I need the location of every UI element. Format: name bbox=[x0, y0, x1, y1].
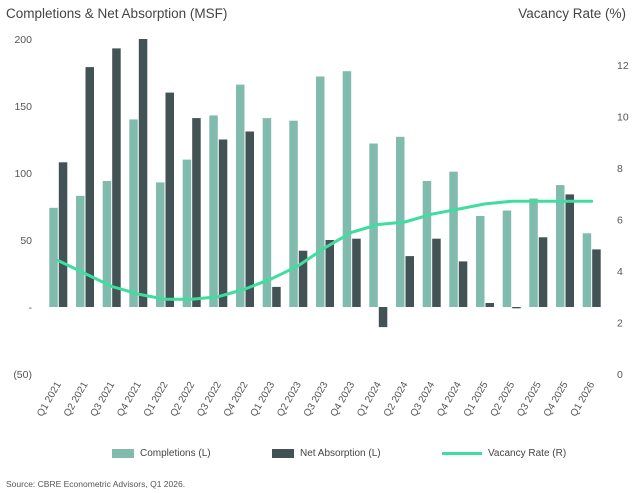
right-tick-label: 2 bbox=[617, 317, 623, 329]
legend-net-absorption: Net Absorption (L) bbox=[272, 448, 381, 459]
x-tick-label: Q1 2022 bbox=[142, 380, 171, 419]
left-axis-title: Completions & Net Absorption (MSF) bbox=[6, 6, 228, 21]
completions-bar bbox=[129, 119, 138, 308]
right-tick-label: 12 bbox=[617, 60, 629, 72]
left-tick-label: 200 bbox=[14, 34, 32, 46]
completions-bar bbox=[156, 182, 165, 307]
net-absorption-bar bbox=[325, 240, 334, 307]
net-absorption-bar bbox=[58, 162, 68, 307]
completions-bar bbox=[102, 181, 112, 307]
net-absorption-bar bbox=[112, 48, 121, 308]
net-absorption-bar bbox=[512, 307, 521, 309]
net-absorption-bar bbox=[298, 250, 308, 307]
right-tick-label: 0 bbox=[617, 369, 623, 381]
left-tick-label: (50) bbox=[13, 369, 32, 381]
right-tick-label: 10 bbox=[617, 111, 629, 123]
completions-bar bbox=[262, 118, 272, 307]
right-tick-label: 6 bbox=[617, 214, 623, 226]
source-note: Source: CBRE Econometric Advisors, Q1 20… bbox=[6, 479, 186, 489]
net-absorption-bar bbox=[565, 194, 574, 307]
net-absorption-bar bbox=[138, 39, 148, 307]
left-tick-label: 50 bbox=[20, 235, 32, 247]
completions-bar bbox=[49, 207, 58, 307]
x-tick-label: Q2 2025 bbox=[489, 380, 518, 419]
x-tick-label: Q1 2024 bbox=[355, 380, 384, 419]
legend-completions: Completions (L) bbox=[112, 448, 211, 459]
legend: Completions (L) Net Absorption (L) Vacan… bbox=[0, 448, 640, 462]
completions-bar bbox=[236, 84, 245, 307]
right-tick-label: 8 bbox=[617, 163, 623, 175]
x-tick-label: Q1 2021 bbox=[35, 380, 64, 419]
completions-bar bbox=[529, 198, 538, 307]
left-tick-label: 150 bbox=[14, 101, 32, 113]
net-absorption-bar bbox=[272, 286, 281, 307]
x-tick-label: Q4 2025 bbox=[542, 380, 571, 419]
x-tick-label: Q2 2024 bbox=[382, 380, 411, 419]
x-tick-label: Q4 2024 bbox=[435, 380, 464, 419]
net-absorption-bar bbox=[378, 307, 388, 328]
legend-vacancy-rate: Vacancy Rate (R) bbox=[442, 448, 566, 459]
net-absorption-bar bbox=[405, 256, 414, 307]
net-absorption-bar bbox=[592, 249, 601, 307]
right-axis-title: Vacancy Rate (%) bbox=[518, 6, 626, 21]
net-absorption-bar bbox=[245, 131, 254, 307]
completions-bar bbox=[342, 71, 352, 307]
x-tick-label: Q4 2022 bbox=[222, 380, 251, 419]
net-absorption-bar bbox=[458, 261, 468, 307]
completions-bar bbox=[556, 185, 565, 307]
net-absorption-bar bbox=[192, 118, 201, 307]
x-tick-label: Q2 2022 bbox=[169, 380, 198, 419]
right-tick-label: 4 bbox=[617, 266, 623, 278]
completions-bar bbox=[76, 195, 85, 307]
x-tick-label: Q4 2021 bbox=[115, 380, 144, 419]
net-absorption-bar bbox=[85, 67, 94, 307]
x-tick-label: Q2 2023 bbox=[275, 380, 304, 419]
net-absorption-bar bbox=[352, 238, 361, 307]
completions-bar bbox=[422, 181, 432, 307]
completions-bar bbox=[582, 233, 592, 307]
x-tick-label: Q3 2022 bbox=[195, 380, 224, 419]
x-tick-label: Q4 2023 bbox=[329, 380, 358, 419]
left-tick-label: - bbox=[29, 302, 33, 314]
legend-swatch-completions bbox=[112, 449, 134, 458]
net-absorption-bar bbox=[218, 139, 228, 307]
x-tick-label: Q3 2023 bbox=[302, 380, 331, 419]
x-tick-label: Q1 2026 bbox=[569, 380, 598, 419]
x-tick-label: Q1 2025 bbox=[462, 380, 491, 419]
completions-bar bbox=[476, 215, 485, 307]
legend-swatch-net-absorption bbox=[272, 449, 294, 458]
x-tick-label: Q1 2023 bbox=[249, 380, 278, 419]
legend-label-vacancy-rate: Vacancy Rate (R) bbox=[488, 448, 567, 459]
legend-label-completions: Completions (L) bbox=[140, 448, 211, 459]
completions-bar bbox=[289, 120, 298, 307]
vacancy-rate-line bbox=[56, 199, 594, 301]
x-tick-label: Q3 2024 bbox=[409, 380, 438, 419]
net-absorption-bar bbox=[432, 238, 441, 307]
x-tick-label: Q3 2025 bbox=[515, 380, 544, 419]
completions-bar bbox=[182, 159, 192, 307]
net-absorption-bar bbox=[165, 92, 174, 307]
completions-bar bbox=[316, 76, 325, 307]
left-tick-label: 100 bbox=[14, 168, 32, 180]
completions-bar bbox=[449, 171, 458, 307]
legend-swatch-vacancy-rate bbox=[442, 452, 482, 455]
net-absorption-bar bbox=[538, 237, 548, 307]
x-tick-label: Q2 2021 bbox=[62, 380, 91, 419]
completions-bar bbox=[209, 115, 218, 308]
completions-bar bbox=[502, 210, 512, 307]
legend-label-net-absorption: Net Absorption (L) bbox=[300, 448, 381, 459]
net-absorption-bar bbox=[485, 303, 494, 307]
x-tick-label: Q3 2021 bbox=[89, 380, 118, 419]
